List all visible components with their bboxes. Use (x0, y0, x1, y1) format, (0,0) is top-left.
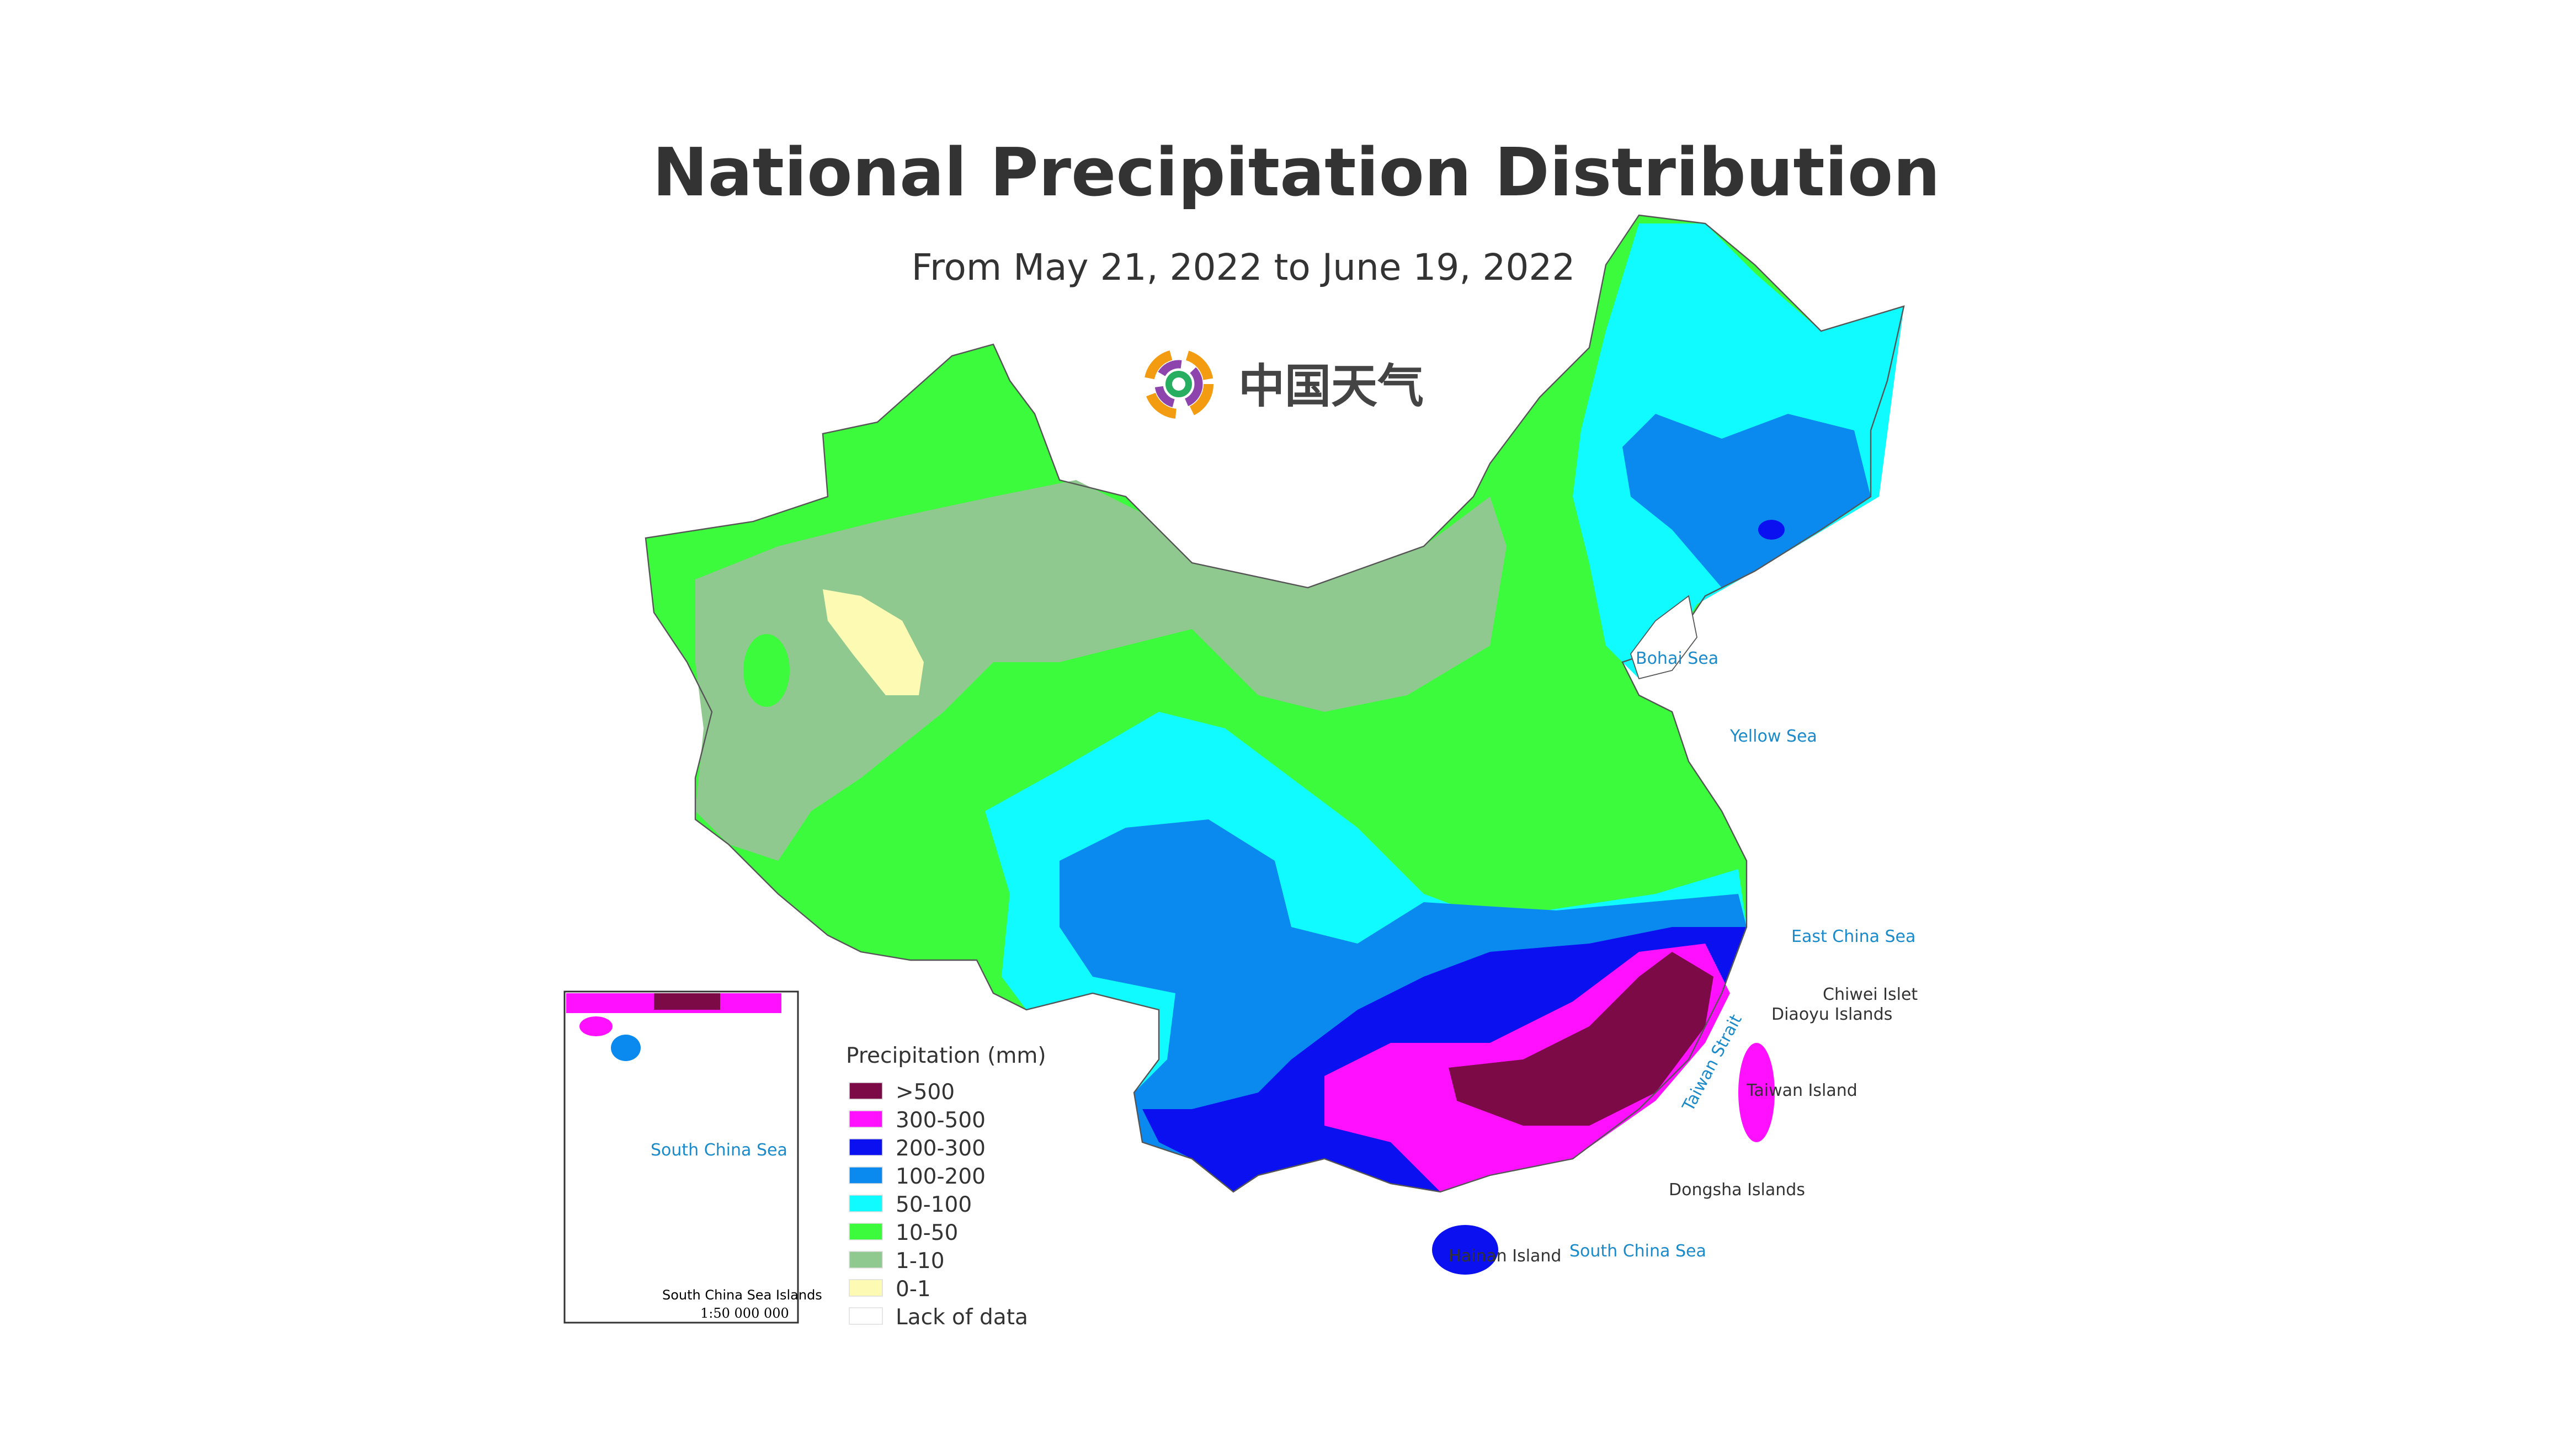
bohai-sea (1630, 595, 1697, 680)
subtitle: From May 21, 2022 to June 19, 2022 (912, 246, 1576, 289)
legend-label: 0-1 (896, 1277, 931, 1302)
legend-swatch (849, 1251, 883, 1269)
region (1449, 952, 1713, 1126)
island-label: Taiwan Island (1746, 1081, 1858, 1100)
legend-label: 100-200 (896, 1164, 986, 1189)
logo-text: 中国天气 (1238, 359, 1424, 413)
sea-label: East China Sea (1791, 927, 1915, 946)
region (823, 589, 924, 696)
legend-label: 10-50 (896, 1221, 958, 1245)
region (1758, 520, 1785, 540)
region (743, 634, 790, 707)
legend: >500 300-500 200-300 100-200 50-100 10-50 1-10… (849, 1080, 1028, 1330)
legend-label: >500 (896, 1080, 955, 1105)
legend-swatch (849, 1110, 883, 1128)
border (645, 214, 1905, 1193)
legend-swatch (849, 1166, 883, 1184)
island-label: Chiwei Islet (1823, 985, 1918, 1004)
sea-label: Bohai Sea (1636, 649, 1718, 668)
legend-label: 300-500 (896, 1108, 986, 1133)
title: National Precipitation Distribution (652, 135, 1940, 211)
legend-swatch (849, 1195, 883, 1212)
legend-title: Precipitation (mm) (846, 1043, 1046, 1068)
inset: South China Sea South China Sea Islands … (563, 990, 822, 1324)
logo (1144, 349, 1214, 419)
legend-swatch (849, 1279, 883, 1297)
legend-swatch (849, 1307, 883, 1325)
inset-title: South China Sea Islands (662, 1287, 822, 1303)
legend-label: 200-300 (896, 1136, 986, 1161)
legend-label: 1-10 (896, 1249, 945, 1274)
island-label: Diaoyu Islands (1771, 1005, 1892, 1024)
region (1432, 1225, 1498, 1275)
sea-label: South China Sea (1569, 1242, 1706, 1261)
island-label: Dongsha Islands (1669, 1180, 1805, 1200)
inset-sea-label: South China Sea (651, 1141, 787, 1160)
region (1738, 1043, 1775, 1143)
legend-swatch (849, 1082, 883, 1100)
sea-label: Yellow Sea (1729, 727, 1817, 746)
legend-swatch (849, 1223, 883, 1240)
island-label: Hainan Island (1449, 1246, 1561, 1266)
legend-swatch (849, 1138, 883, 1156)
region (695, 480, 1507, 861)
region (1622, 414, 1871, 588)
legend-label: 50-100 (896, 1192, 972, 1217)
inset-scale: 1:50 000 000 (700, 1306, 789, 1321)
legend-label: Lack of data (896, 1305, 1028, 1330)
